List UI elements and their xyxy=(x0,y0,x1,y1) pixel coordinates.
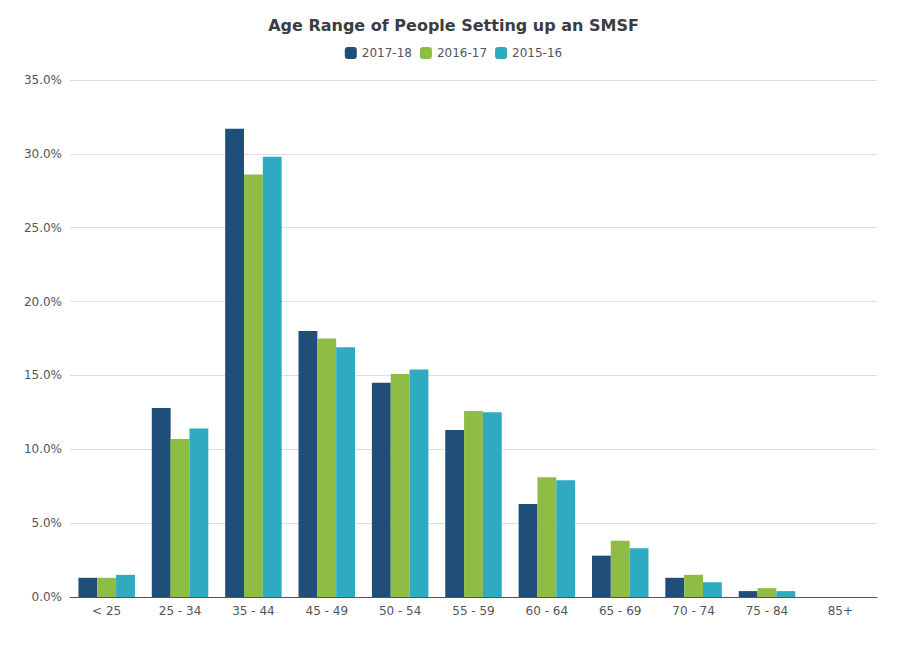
svg-text:75 - 84: 75 - 84 xyxy=(746,604,789,618)
svg-text:< 25: < 25 xyxy=(92,604,121,618)
svg-text:65 - 69: 65 - 69 xyxy=(599,604,642,618)
svg-text:35 - 44: 35 - 44 xyxy=(232,604,275,618)
svg-text:5.0%: 5.0% xyxy=(32,516,63,530)
svg-text:15.0%: 15.0% xyxy=(24,368,62,382)
svg-text:20.0%: 20.0% xyxy=(24,295,62,309)
svg-text:70 - 74: 70 - 74 xyxy=(672,604,715,618)
svg-text:85+: 85+ xyxy=(828,604,853,618)
svg-text:2016-17: 2016-17 xyxy=(437,46,487,60)
svg-text:2017-18: 2017-18 xyxy=(362,46,412,60)
svg-text:0.0%: 0.0% xyxy=(32,590,63,604)
svg-text:35.0%: 35.0% xyxy=(24,73,62,87)
svg-text:55 - 59: 55 - 59 xyxy=(452,604,495,618)
svg-text:Age Range of People Setting up: Age Range of People Setting up an SMSF xyxy=(268,16,639,35)
svg-text:45 - 49: 45 - 49 xyxy=(306,604,349,618)
svg-text:30.0%: 30.0% xyxy=(24,147,62,161)
svg-text:25 - 34: 25 - 34 xyxy=(159,604,202,618)
svg-text:2015-16: 2015-16 xyxy=(512,46,562,60)
svg-text:25.0%: 25.0% xyxy=(24,221,62,235)
svg-text:60 - 64: 60 - 64 xyxy=(526,604,569,618)
svg-text:50 - 54: 50 - 54 xyxy=(379,604,422,618)
svg-text:10.0%: 10.0% xyxy=(24,442,62,456)
